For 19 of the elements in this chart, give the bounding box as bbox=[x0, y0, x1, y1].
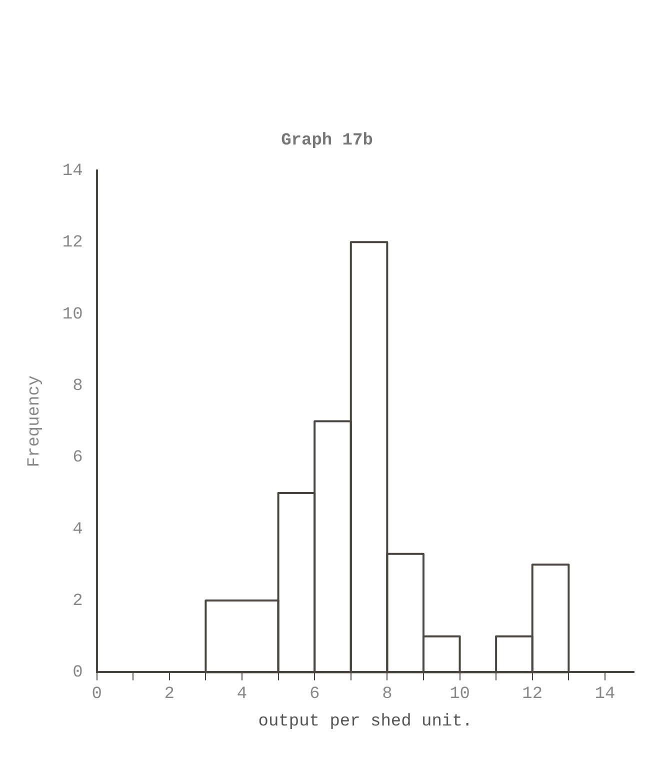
y-tick-label: 6 bbox=[72, 448, 83, 468]
y-tick-label: 14 bbox=[62, 162, 83, 181]
x-tick-label: 6 bbox=[309, 684, 320, 704]
y-tick-label: 10 bbox=[62, 305, 83, 324]
x-tick-label: 10 bbox=[450, 684, 470, 704]
x-tick-label: 14 bbox=[594, 684, 616, 704]
x-tick-label: 8 bbox=[382, 684, 392, 704]
chart-title: Graph 17b bbox=[281, 131, 373, 150]
y-tick-label: 12 bbox=[62, 234, 83, 253]
x-tick-label: 12 bbox=[522, 684, 543, 704]
x-tick-label: 2 bbox=[164, 684, 174, 704]
x-axis-title: output per shed unit. bbox=[258, 712, 473, 732]
y-tick-label: 0 bbox=[72, 664, 83, 683]
y-tick-label: 8 bbox=[72, 376, 83, 396]
y-axis-title: Frequency bbox=[26, 375, 45, 468]
x-tick-label: 4 bbox=[236, 684, 248, 704]
y-tick-label: 2 bbox=[72, 592, 83, 612]
y-tick-label: 4 bbox=[72, 520, 83, 540]
x-tick-label: 0 bbox=[92, 684, 102, 704]
